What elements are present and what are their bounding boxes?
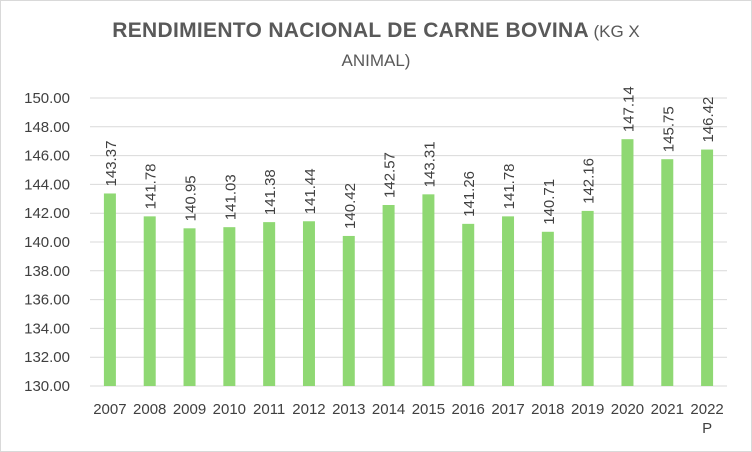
chart-title-unit-line2: ANIMAL): [341, 51, 411, 70]
x-tick-label: 2016: [452, 401, 485, 418]
data-label: 141.78: [501, 163, 518, 209]
data-label: 143.31: [421, 141, 438, 187]
x-tick-label: 2017: [491, 401, 524, 418]
x-tick-label: 2020: [611, 401, 644, 418]
data-label: 145.75: [660, 106, 677, 152]
y-tick-label: 148.00: [24, 119, 70, 136]
bar: [263, 222, 276, 386]
data-label: 141.78: [143, 163, 160, 209]
bar: [223, 227, 236, 386]
x-tick-label: 2012: [292, 401, 325, 418]
y-tick-label: 140.00: [24, 234, 70, 251]
chart-title-unit: (KG X: [593, 22, 640, 41]
y-tick-label: 142.00: [24, 205, 70, 222]
bar: [143, 216, 156, 386]
bar: [382, 204, 395, 386]
x-tick-label: 2022: [690, 401, 723, 418]
bar: [581, 210, 594, 386]
y-tick-label: 130.00: [24, 378, 70, 395]
y-tick-label: 132.00: [24, 349, 70, 366]
chart-title-main: RENDIMIENTO NACIONAL DE CARNE BOVINA: [112, 19, 589, 42]
x-tick-label: 2019: [571, 401, 604, 418]
y-tick-label: 150.00: [24, 90, 70, 107]
x-tick-label: 2008: [133, 401, 166, 418]
data-label: 146.42: [700, 97, 717, 143]
x-tick-label: 2013: [332, 401, 365, 418]
bar: [541, 231, 554, 386]
x-tick-label: 2011: [253, 401, 285, 418]
data-label: 140.42: [342, 183, 359, 229]
bar: [621, 139, 634, 386]
data-label: 142.57: [382, 152, 399, 198]
data-label: 141.38: [262, 169, 279, 215]
bar: [462, 223, 475, 386]
bar: [302, 221, 315, 386]
data-label: 140.95: [183, 175, 200, 221]
y-tick-label: 144.00: [24, 176, 70, 193]
y-tick-label: 146.00: [24, 148, 70, 165]
data-label: 141.03: [222, 174, 239, 220]
data-label: 142.16: [581, 158, 598, 204]
x-tick-label: 2007: [93, 401, 126, 418]
bar: [422, 194, 435, 386]
data-label: 141.26: [461, 171, 478, 217]
x-tick-label: 2018: [531, 401, 564, 418]
y-tick-label: 138.00: [24, 263, 70, 280]
data-label: 141.44: [302, 168, 319, 214]
x-tick-label: 2010: [213, 401, 246, 418]
data-label: 147.14: [620, 86, 637, 132]
chart-title: RENDIMIENTO NACIONAL DE CARNE BOVINA (KG…: [0, 16, 752, 74]
y-tick-label: 136.00: [24, 292, 70, 309]
x-tick-label: 2015: [412, 401, 445, 418]
bar: [342, 235, 355, 386]
x-tick-label: P: [702, 420, 712, 437]
x-tick-label: 2009: [173, 401, 206, 418]
y-tick-label: 134.00: [24, 320, 70, 337]
bar: [701, 149, 714, 386]
bar: [183, 228, 196, 386]
bar: [661, 159, 674, 386]
x-tick-label: 2014: [372, 401, 405, 418]
data-label: 143.37: [103, 141, 120, 187]
bar: [502, 216, 515, 386]
bar: [103, 193, 116, 386]
data-label: 140.71: [541, 179, 558, 225]
x-tick-label: 2021: [651, 401, 684, 418]
